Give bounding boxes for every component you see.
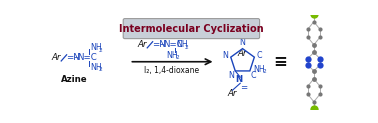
Text: N: N (235, 75, 242, 84)
Text: ≡: ≡ (273, 53, 287, 71)
Text: NH: NH (90, 63, 102, 72)
Text: N: N (222, 51, 228, 60)
Text: 2: 2 (175, 55, 179, 60)
Text: –: – (74, 53, 78, 62)
FancyBboxPatch shape (123, 19, 260, 39)
Text: Azine: Azine (61, 75, 88, 84)
Text: 2: 2 (98, 48, 102, 53)
Text: N=C: N=C (163, 40, 183, 49)
Text: C: C (257, 51, 262, 60)
Text: NH: NH (176, 40, 187, 49)
Text: =: = (240, 83, 248, 92)
Text: Ar: Ar (227, 89, 236, 98)
Text: I₂, 1,4-dioxane: I₂, 1,4-dioxane (144, 66, 200, 75)
Text: 2: 2 (262, 69, 266, 74)
Text: Ar: Ar (51, 53, 60, 62)
Text: NH: NH (254, 65, 265, 74)
Text: N: N (229, 71, 235, 80)
Text: Intermolecular Cyclization: Intermolecular Cyclization (119, 24, 264, 34)
Text: NH: NH (90, 43, 102, 52)
Text: N: N (240, 38, 245, 47)
Text: –: – (160, 40, 164, 49)
Text: N=C: N=C (77, 53, 96, 62)
Text: Ar: Ar (237, 49, 247, 58)
Text: 2: 2 (98, 67, 102, 72)
Text: =N: =N (66, 53, 80, 62)
Text: NH: NH (167, 51, 178, 60)
Text: Ar: Ar (137, 40, 147, 49)
Text: 2: 2 (184, 45, 188, 50)
Text: C: C (250, 71, 256, 80)
Text: =N: =N (152, 40, 166, 49)
